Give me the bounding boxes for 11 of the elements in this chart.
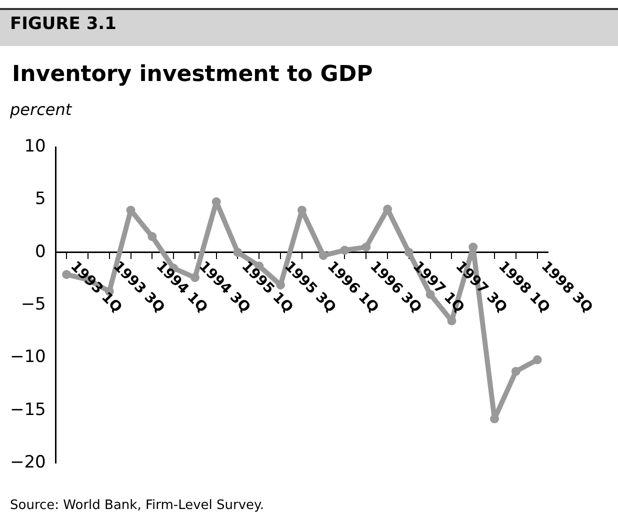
y-tick-label: −5 — [20, 294, 46, 314]
y-tick-label: −20 — [10, 452, 46, 472]
y-axis-title: percent — [10, 100, 72, 119]
chart-title: Inventory investment to GDP — [12, 62, 373, 87]
source-note: Source: World Bank, Firm-Level Survey. — [10, 498, 264, 513]
caption: FIGURE 3.1 — [10, 14, 116, 34]
y-tick-label: 5 — [35, 189, 46, 210]
y-tick-label: −10 — [10, 347, 46, 368]
y-tick-label: 10 — [24, 136, 46, 156]
y-tick-label: 0 — [35, 242, 46, 262]
y-tick-label: −15 — [10, 400, 46, 420]
